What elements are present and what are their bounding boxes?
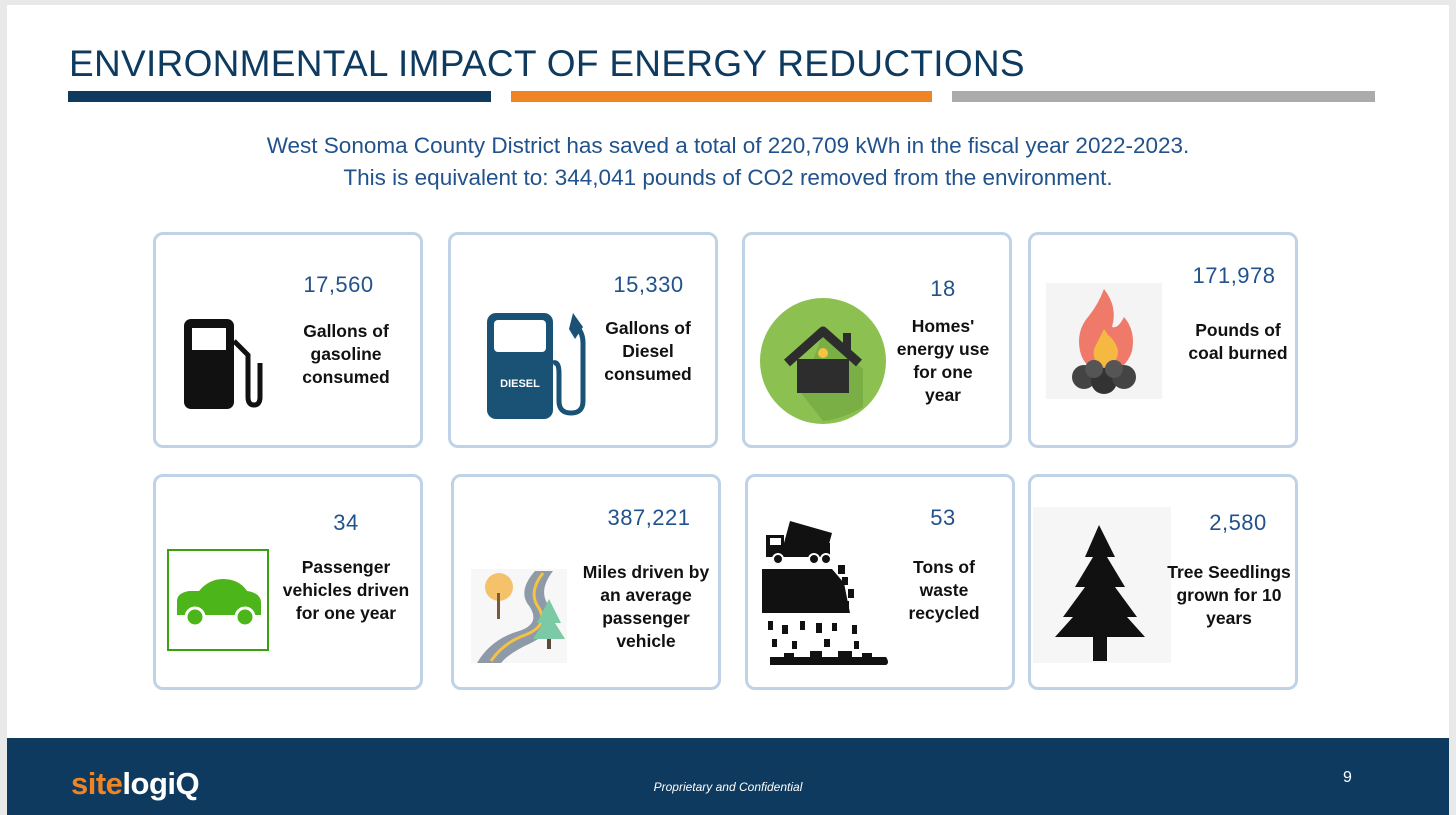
summary-line-2: This is equivalent to: 344,041 pounds of… xyxy=(343,165,1113,190)
card-value: 15,330 xyxy=(613,272,684,297)
card-label: Miles driven by an average passenger veh… xyxy=(582,562,710,651)
card-value: 17,560 xyxy=(303,272,374,297)
card-label: Gallons of gasoline consumed xyxy=(302,321,390,387)
logo-part-logiq: logiQ xyxy=(122,766,200,801)
coal-card: 171,978 Pounds of coal burned xyxy=(1028,232,1298,448)
summary-line-1: West Sonoma County District has saved a … xyxy=(266,133,1190,158)
confidentiality-note: Proprietary and Confidential xyxy=(653,780,803,794)
card-value: 53 xyxy=(930,505,956,530)
diesel-card: DIESEL 15,330 Gallons of Diesel consumed xyxy=(448,232,718,448)
miles-card: 387,221 Miles driven by an average passe… xyxy=(451,474,721,690)
title-underline-orange xyxy=(511,91,932,102)
card-value: 34 xyxy=(333,510,359,535)
gas-pump-icon xyxy=(182,317,264,411)
card-label: Tons of waste recycled xyxy=(908,557,980,623)
card-value: 171,978 xyxy=(1192,263,1276,288)
tree-icon xyxy=(1033,507,1171,663)
title-underline-navy xyxy=(68,91,491,102)
card-label: Gallons of Diesel consumed xyxy=(604,318,692,384)
card-label: Passenger vehicles driven for one year xyxy=(282,557,410,623)
vehicles-card: 34 Passenger vehicles driven for one yea… xyxy=(153,474,423,690)
fire-coal-icon xyxy=(1046,283,1162,399)
page-number: 9 xyxy=(1343,769,1352,786)
card-label: Tree Seedlings grown for 10 years xyxy=(1167,562,1291,628)
slide: ENVIRONMENTAL IMPACT OF ENERGY REDUCTION… xyxy=(7,5,1449,815)
trees-card: 2,580 Tree Seedlings grown for 10 years xyxy=(1028,474,1298,690)
logo-part-site: site xyxy=(71,766,123,801)
footer-bar: sitelogiQ Proprietary and Confidential 9 xyxy=(7,738,1449,815)
diesel-pump-icon: DIESEL xyxy=(485,309,593,421)
homes-card: 18 Homes' energy use for one year xyxy=(742,232,1012,448)
house-icon xyxy=(759,297,887,425)
card-value: 2,580 xyxy=(1209,510,1267,535)
slide-title: ENVIRONMENTAL IMPACT OF ENERGY REDUCTION… xyxy=(69,43,1025,84)
card-value: 18 xyxy=(930,276,956,301)
card-label: Pounds of coal burned xyxy=(1188,320,1288,363)
waste-card: 53 Tons of waste recycled xyxy=(745,474,1015,690)
gasoline-card: 17,560 Gallons of gasoline consumed xyxy=(153,232,423,448)
road-icon xyxy=(471,569,567,663)
card-value: 387,221 xyxy=(607,505,691,530)
title-underline-gray xyxy=(952,91,1375,102)
car-icon xyxy=(167,549,271,653)
sitelogiq-logo: sitelogiQ xyxy=(71,766,200,802)
card-label: Homes' energy use for one year xyxy=(896,316,990,405)
diesel-icon-text: DIESEL xyxy=(500,378,540,390)
dump-truck-icon xyxy=(762,513,890,673)
